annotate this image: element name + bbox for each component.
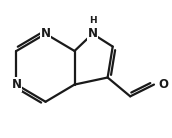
Text: O: O — [158, 78, 168, 91]
Text: N: N — [11, 78, 21, 91]
Text: N: N — [41, 27, 51, 40]
Text: N: N — [88, 27, 98, 40]
Text: H: H — [89, 16, 96, 25]
